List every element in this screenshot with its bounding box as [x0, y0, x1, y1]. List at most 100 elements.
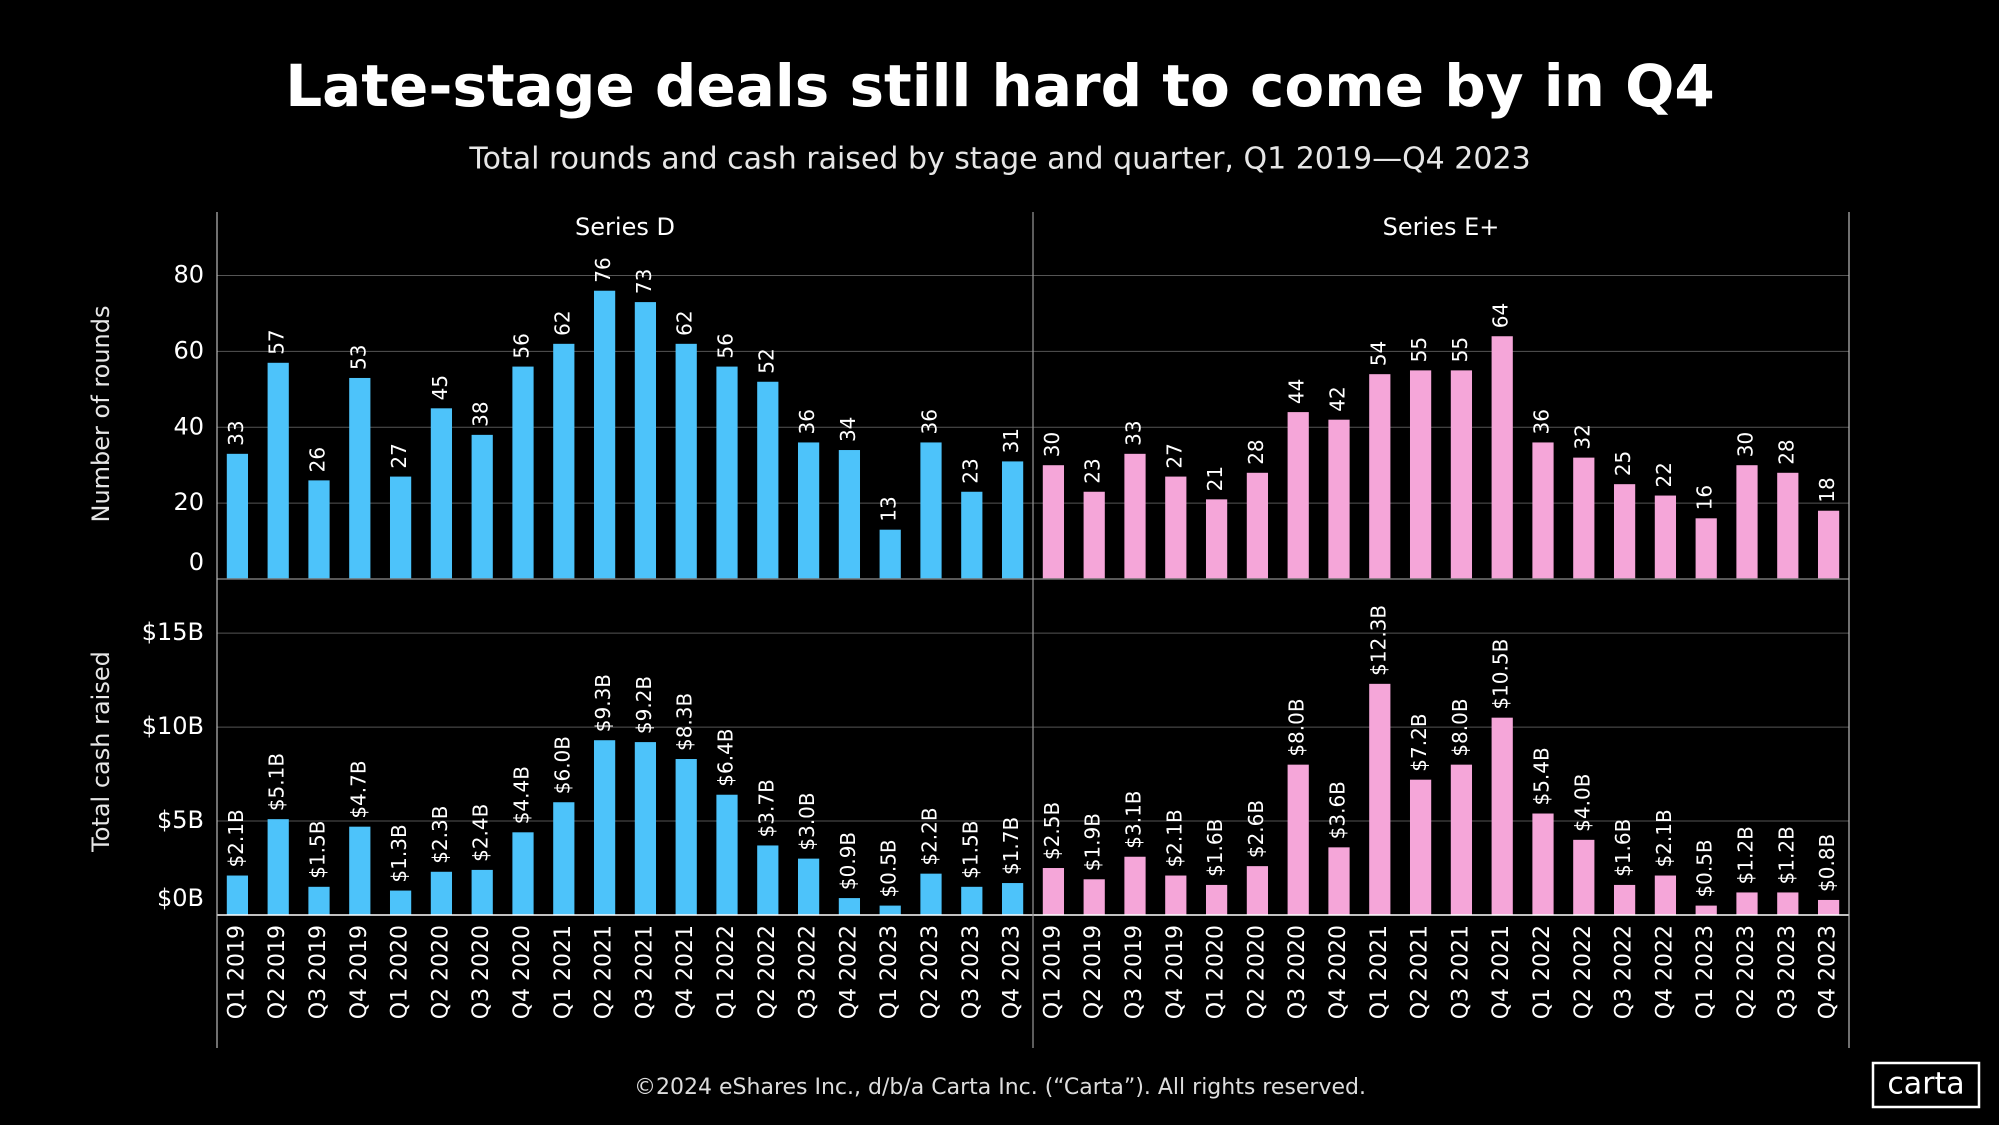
value-label: $1.2B: [1774, 826, 1798, 884]
value-label: 42: [1326, 386, 1350, 411]
x-tick-label: Q2 2019: [265, 925, 290, 1019]
x-tick-label: Q4 2021: [673, 925, 698, 1019]
x-tick-label: Q4 2019: [1163, 925, 1188, 1019]
value-label: $7.2B: [1407, 713, 1431, 771]
value-label: $5.1B: [265, 753, 289, 811]
value-label: $1.5B: [958, 821, 982, 879]
x-tick-label: Q3 2021: [1448, 925, 1473, 1019]
value-label: 16: [1693, 485, 1717, 510]
value-label: 62: [673, 310, 697, 335]
x-tick-label: Q2 2023: [1734, 925, 1759, 1019]
bar: [1409, 779, 1432, 915]
x-tick-label: Q4 2021: [1489, 925, 1514, 1019]
value-label: 28: [1244, 439, 1268, 464]
value-label: 76: [591, 257, 615, 282]
value-label: 62: [550, 310, 574, 335]
y-axis-title: Number of rounds: [87, 306, 115, 523]
value-label: $9.2B: [632, 676, 656, 734]
logo: carta: [1887, 1067, 1964, 1102]
bar: [920, 873, 942, 915]
value-label: $6.4B: [714, 728, 738, 786]
value-label: $0.5B: [877, 839, 901, 897]
value-label: $8.0B: [1285, 698, 1309, 756]
value-label: 28: [1774, 439, 1798, 464]
x-tick-label: Q4 2019: [347, 925, 372, 1019]
value-label: 22: [1652, 462, 1676, 487]
bar: [1328, 847, 1350, 915]
value-label: $8.3B: [673, 693, 697, 751]
bar: [1369, 683, 1391, 915]
bar: [1246, 866, 1269, 915]
value-label: 18: [1815, 477, 1839, 502]
value-label: $2.3B: [428, 806, 452, 864]
value-label: $0.8B: [1815, 834, 1839, 892]
y-tick-label: 0: [189, 548, 204, 576]
bar: [1613, 884, 1636, 915]
bar: [879, 905, 901, 915]
bar: [675, 759, 697, 915]
x-tick-label: Q3 2019: [1122, 925, 1147, 1019]
value-label: 30: [1734, 432, 1758, 457]
value-label: $0.9B: [836, 832, 860, 890]
y-tick-label: 40: [173, 412, 204, 440]
value-label: 23: [958, 458, 982, 483]
value-label: 32: [1570, 424, 1594, 449]
value-label: $3.7B: [754, 779, 778, 837]
bar: [1124, 453, 1146, 579]
value-label: $0.5B: [1693, 839, 1717, 897]
bar: [349, 826, 371, 915]
bar: [716, 794, 738, 915]
bar: [471, 434, 493, 579]
value-label: $2.6B: [1244, 800, 1268, 858]
x-tick-label: Q1 2021: [551, 925, 576, 1019]
bar: [1165, 875, 1187, 915]
bar: [1736, 465, 1758, 579]
y-axis-title: Total cash raised: [87, 651, 115, 853]
bar: [593, 740, 616, 915]
bar: [1532, 813, 1554, 915]
x-tick-label: Q4 2020: [510, 925, 535, 1019]
bar: [675, 343, 697, 579]
value-label: 55: [1448, 337, 1472, 362]
value-label: $1.2B: [1734, 826, 1758, 884]
bar: [1654, 495, 1677, 579]
value-label: $2.5B: [1040, 802, 1064, 860]
bar: [1491, 717, 1513, 915]
value-label: $3.1B: [1122, 790, 1146, 848]
bar: [1817, 510, 1840, 579]
value-label: $3.6B: [1326, 781, 1350, 839]
value-label: $4.7B: [346, 760, 370, 818]
x-tick-label: Q3 2023: [959, 925, 984, 1019]
x-tick-label: Q4 2023: [1816, 925, 1841, 1019]
logo-box: [1871, 1061, 1981, 1109]
bar: [1654, 875, 1677, 915]
value-label: 44: [1285, 379, 1309, 404]
bar: [1491, 336, 1513, 579]
value-label: $2.4B: [469, 804, 493, 862]
value-label: $10.5B: [1489, 639, 1513, 710]
bar: [1165, 476, 1187, 579]
bar: [512, 832, 534, 915]
x-tick-label: Q3 2022: [1612, 925, 1637, 1019]
bar: [389, 890, 412, 915]
x-tick-label: Q4 2023: [1000, 925, 1025, 1019]
bar: [1777, 892, 1799, 915]
x-tick-label: Q2 2022: [755, 925, 780, 1019]
bar: [1001, 883, 1024, 915]
bar: [757, 381, 779, 579]
bar: [757, 845, 779, 915]
value-label: $2.1B: [224, 809, 248, 867]
x-tick-label: Q1 2019: [1040, 925, 1065, 1019]
value-label: $2.1B: [1162, 809, 1186, 867]
bar: [1450, 764, 1473, 915]
value-label: 38: [469, 401, 493, 426]
bar: [1001, 461, 1024, 579]
value-label: 54: [1366, 341, 1390, 366]
value-label: 33: [1122, 420, 1146, 445]
bar: [1205, 884, 1228, 915]
y-tick-label: 60: [173, 336, 204, 364]
bar: [1328, 419, 1350, 579]
facet-title: Series E+: [1383, 213, 1500, 241]
x-tick-label: Q3 2020: [469, 925, 494, 1019]
